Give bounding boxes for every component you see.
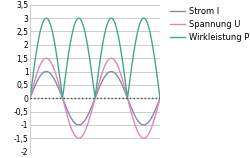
Spannung U: [62, 102, 65, 104]
Legend: Strom I, Spannung U, Wirkleistung P: Strom I, Spannung U, Wirkleistung P: [169, 6, 250, 43]
Strom I: [45, 71, 48, 73]
Spannung U: [88, 119, 90, 121]
Spannung U: [28, 97, 32, 99]
Spannung U: [116, 63, 118, 65]
Spannung U: [52, 66, 55, 68]
Spannung U: [126, 100, 130, 101]
Wirkleistung P: [126, 93, 130, 95]
Wirkleistung P: [116, 29, 118, 31]
Wirkleistung P: [28, 97, 32, 99]
Line: Spannung U: Spannung U: [30, 58, 160, 138]
Spannung U: [158, 97, 162, 99]
Spannung U: [45, 57, 48, 59]
Strom I: [28, 97, 32, 99]
Strom I: [158, 97, 162, 99]
Wirkleistung P: [45, 17, 48, 19]
Strom I: [105, 73, 108, 75]
Strom I: [52, 76, 55, 78]
Line: Strom I: Strom I: [30, 72, 160, 125]
Strom I: [62, 100, 65, 102]
Wirkleistung P: [62, 88, 65, 90]
Strom I: [116, 75, 118, 76]
Strom I: [88, 112, 90, 114]
Wirkleistung P: [105, 24, 108, 26]
Spannung U: [105, 61, 108, 63]
Spannung U: [142, 137, 145, 139]
Wirkleistung P: [88, 54, 90, 55]
Wirkleistung P: [52, 35, 55, 36]
Strom I: [142, 124, 145, 126]
Strom I: [126, 99, 130, 101]
Wirkleistung P: [158, 97, 162, 99]
Line: Wirkleistung P: Wirkleistung P: [30, 18, 160, 98]
